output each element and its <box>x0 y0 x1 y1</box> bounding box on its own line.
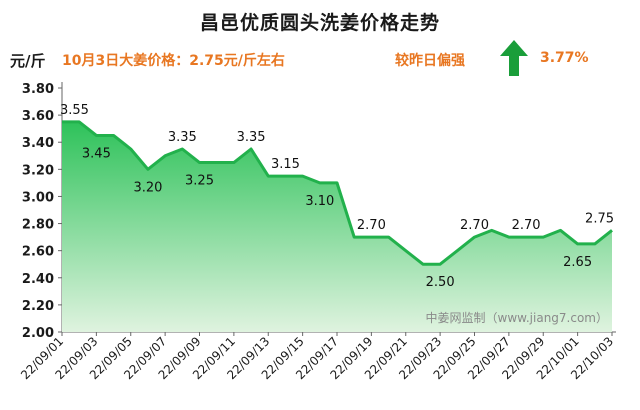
y-tick-label: 3.80 <box>22 82 54 97</box>
data-label: 2.70 <box>512 218 541 233</box>
data-label: 2.70 <box>357 218 386 233</box>
data-label: 3.55 <box>60 103 89 118</box>
y-tick-label: 2.60 <box>22 245 54 260</box>
y-tick-label: 3.20 <box>22 163 54 178</box>
price-area-fill <box>62 121 612 332</box>
data-label: 2.65 <box>563 255 592 270</box>
change-percent: 3.77% <box>540 50 589 66</box>
y-tick-label: 3.60 <box>22 109 54 124</box>
price-line <box>62 120 613 266</box>
watermark: 中姜网监制（www.jiang7.com） <box>426 310 608 325</box>
data-label: 3.25 <box>185 174 214 189</box>
y-tick-label: 2.00 <box>22 326 54 341</box>
data-label: 3.10 <box>305 194 334 209</box>
y-tick-label: 3.40 <box>22 136 54 151</box>
data-label: 2.70 <box>460 218 489 233</box>
data-label: 3.35 <box>237 130 266 145</box>
compare-label: 较昨日偏强 <box>395 53 465 69</box>
data-label: 3.20 <box>133 180 162 195</box>
y-tick-label: 2.80 <box>22 218 54 233</box>
data-label: 3.35 <box>168 130 197 145</box>
data-label: 2.50 <box>426 275 455 290</box>
data-label: 2.75 <box>585 211 614 226</box>
y-tick-label: 2.40 <box>22 272 54 287</box>
y-tick-label: 2.20 <box>22 299 54 314</box>
chart-title: 昌邑优质圆头洗姜价格走势 <box>199 12 440 34</box>
y-unit-label: 元/斤 <box>10 52 46 70</box>
data-label: 3.45 <box>82 146 111 161</box>
y-tick-label: 3.00 <box>22 190 54 205</box>
price-headline: 10月3日大姜价格：2.75元/斤左右 <box>62 53 285 69</box>
up-arrow-icon <box>500 40 528 76</box>
data-label: 3.15 <box>271 157 300 172</box>
